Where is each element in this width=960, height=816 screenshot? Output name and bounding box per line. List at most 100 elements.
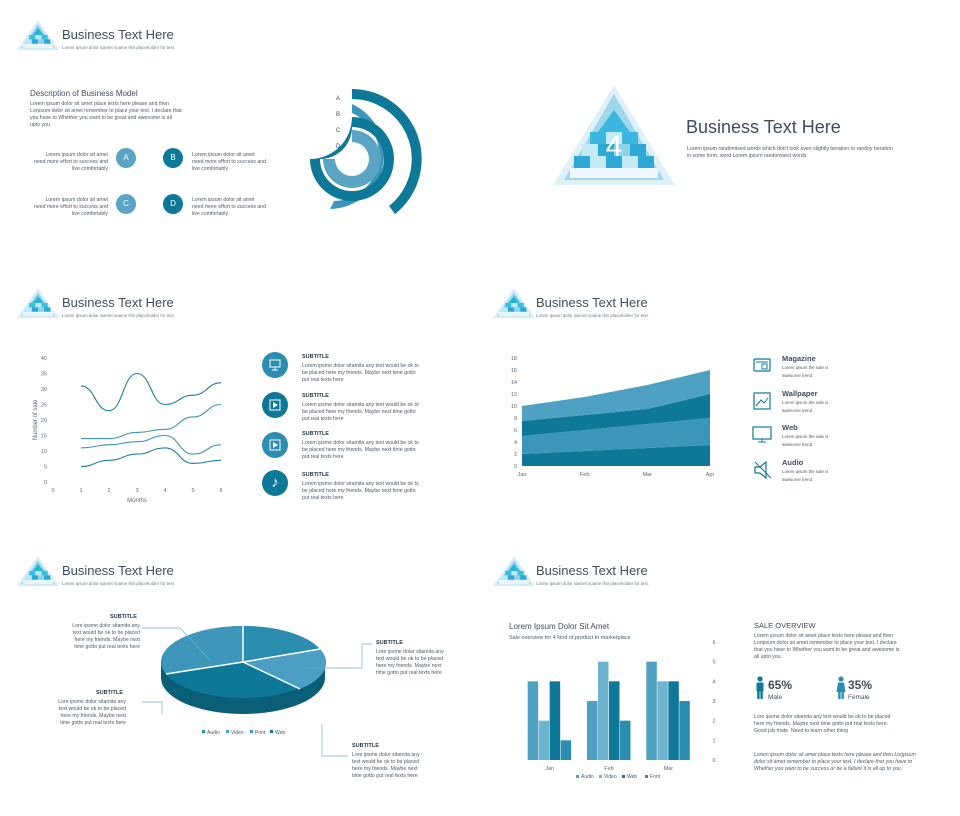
pie-legend: Audio Video Print Web [202, 730, 285, 736]
y-tick-label: 2 [712, 719, 715, 725]
area-chart: 0 2 4 6 8 10 12 14 16 18 Jan Feb Mar Apr [511, 356, 715, 478]
item-c-badge: C [116, 194, 136, 214]
callout-text-line: here my friends. Maybe next [376, 663, 442, 669]
callout-text-line: text would be ok to be placed [376, 656, 444, 662]
item-text-line: live comfortably [71, 211, 108, 217]
slide-subtitle: Lorem Ipsum dolor siamet suame this plac… [62, 313, 175, 318]
x-tick-label: 0 [51, 488, 54, 494]
legend-label: Web [627, 774, 637, 780]
item-subtitle: SUBTITLE [302, 354, 329, 360]
legend-text-line: awesome trend [782, 477, 813, 482]
item-text-line: put real texts here [302, 377, 344, 383]
legend-swatch [576, 775, 579, 778]
item-d-text: Lorem ipsum dolor sit amet need more eff… [192, 197, 282, 218]
bar [609, 681, 620, 760]
item-text-line: Lorem ipsum dolor sit amet [192, 197, 255, 203]
bar [538, 720, 550, 760]
x-tick-label: Mar [664, 766, 674, 772]
bar [527, 681, 539, 760]
legend-label: Font [650, 774, 661, 780]
callout-subtitle: SUBTITLE [376, 640, 403, 646]
x-tick-label: Feb [580, 472, 589, 478]
bar [598, 661, 609, 760]
x-tick-label: Jan [518, 472, 527, 478]
item-b-text: Lorem ipsum dolor sit amet need more eff… [192, 152, 282, 173]
concentric-arc-chart: A B C D [310, 89, 422, 214]
male-percent: 65% [768, 678, 793, 692]
bar [587, 701, 598, 760]
callout-text-line: Lore ipsme dolor sitamita any [376, 649, 444, 655]
callout-text-line: Lore ipsme dolor sitamita any [352, 752, 420, 758]
callout-text-line: text would be ok to be placed [72, 630, 140, 636]
slide-6: Business Text Here Lorem Ipsum dolor sia… [480, 544, 960, 816]
legend-text-line: awesome trend [782, 373, 813, 378]
female-percent: 35% [848, 678, 873, 692]
logo-icon [16, 18, 60, 52]
legend-audio: Audio [207, 730, 220, 736]
item-text-line: be placed here my friends. Maybe next ti… [302, 447, 416, 453]
x-tick-label: Apr [706, 472, 715, 478]
item-a-text: Lorem ipsum dolor sit amet need more eff… [20, 152, 108, 173]
y-tick-label: 14 [511, 380, 517, 386]
item-a-badge: A [116, 148, 136, 168]
item-text-line: be placed here my friends. Maybe next ti… [302, 370, 416, 376]
bar [657, 681, 668, 760]
slide-3: Business Text Here Lorem Ipsum dolor sia… [0, 272, 480, 544]
slide-title: Business Text Here [62, 563, 174, 578]
bar [549, 681, 561, 760]
item-text-line: Lorem ipsme dolor sitamita any text woul… [302, 402, 419, 408]
callout-text-line: text would be ok to be placed [352, 759, 420, 765]
big-number: 4 [606, 130, 623, 163]
y-tick-label: 30 [41, 387, 47, 393]
bar [620, 720, 631, 760]
item-subtitle: SUBTITLE [302, 431, 329, 437]
slide2-title: Business Text Here [686, 117, 841, 137]
callout-text-line: here my friends. Maybe next [352, 766, 418, 772]
logo-icon [16, 286, 60, 320]
logo-icon [16, 554, 60, 588]
callout-text-line: text would be ok to be placed [58, 706, 126, 712]
x-tick-label: Mar [643, 472, 653, 478]
legend-text-line: Lorem ipsum the sale is [782, 469, 829, 474]
x-axis-label: Months [127, 498, 147, 504]
item-text: Lorem ipsme dolor sitamita any text woul… [302, 481, 427, 502]
item-text-line: need more effort to success and [192, 159, 267, 165]
item-text-line: be placed here my friends. Maybe next ti… [302, 488, 416, 494]
arc-c [310, 117, 352, 159]
arc-d [323, 130, 381, 188]
item-text: Lorem ipsme dolor sitamita any text woul… [302, 363, 427, 384]
legend-title: Wallpaper [782, 389, 818, 398]
callout-text-line: Lore ipsme dolor sitamita any [72, 623, 140, 629]
y-tick-label: 6 [712, 640, 715, 646]
arc-b [330, 104, 385, 209]
y-tick-label: 40 [41, 356, 47, 362]
callout-text-line: time gotto put real texts here [60, 720, 126, 726]
item-text-line: put real texts here [302, 454, 344, 460]
y-tick-label: 10 [511, 404, 517, 410]
slide-title: Business Text Here [536, 563, 648, 578]
arc-label-a: A [336, 96, 340, 102]
item-text-line: Lorem ipsme dolor sitamita any text woul… [302, 440, 419, 446]
legend-web: Web [275, 730, 285, 736]
y-tick-label: 18 [511, 356, 517, 362]
chart-subtitle: Sale overview for 4 kind of product in m… [509, 635, 631, 641]
legend-label: Audio [581, 774, 594, 780]
y-tick-label: 15 [41, 434, 47, 440]
logo-icon [492, 554, 536, 588]
arc-a [352, 89, 422, 214]
monitor-icon [262, 352, 288, 378]
item-text-line: need more effort to success and [33, 204, 108, 210]
legend-text-line: awesome trend [782, 442, 813, 447]
pie-slice-audio [243, 625, 320, 662]
arc-label-b: B [336, 112, 340, 118]
overview-text: Lorem ipsum dolor sit amet place texts h… [754, 633, 914, 661]
female-icon [836, 676, 846, 699]
legend-text: Lorem ipsum the sale is awesome trend [782, 468, 828, 484]
y-tick-label: 16 [511, 368, 517, 374]
legend-swatch [645, 775, 648, 778]
legend-text-line: awesome trend [782, 408, 813, 413]
logo-icon [492, 286, 536, 320]
callout-text-line: here my friends. Maybe next [60, 713, 126, 719]
y-tick-label: 5 [44, 465, 47, 471]
item-text-line: live comfortably [192, 166, 229, 172]
